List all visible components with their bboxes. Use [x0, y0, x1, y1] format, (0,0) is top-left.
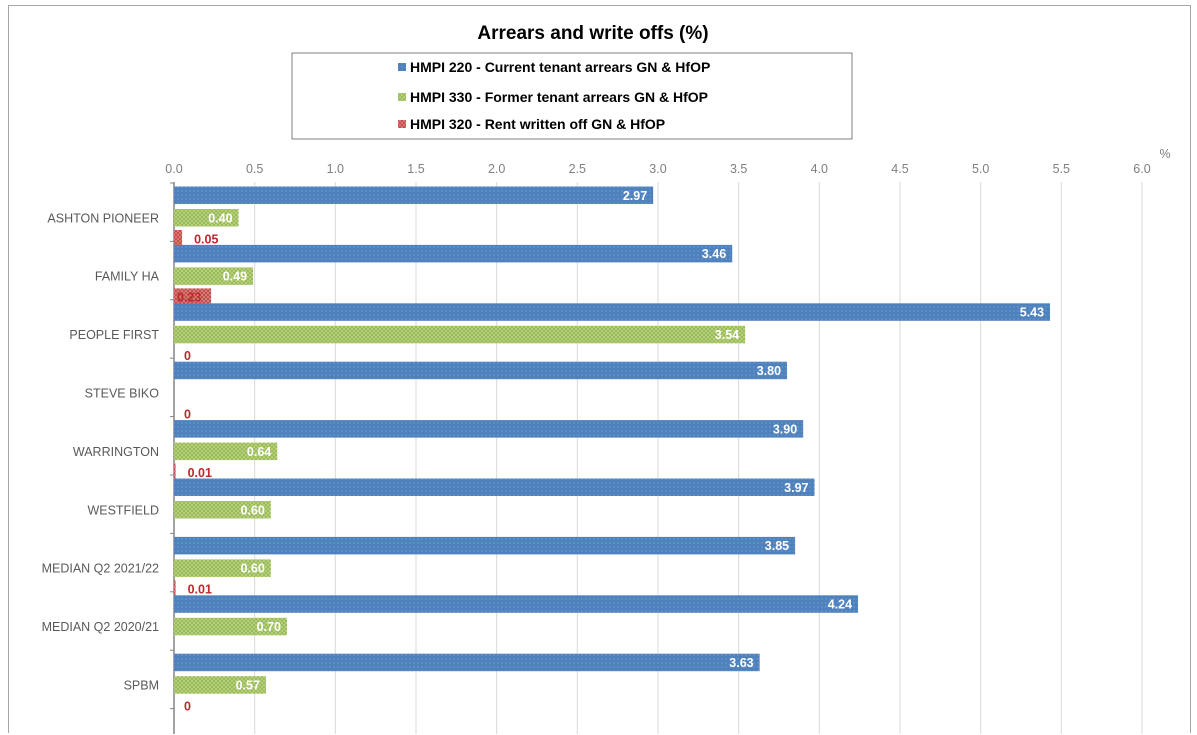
legend: HMPI 220 - Current tenant arrears GN & H… [291, 52, 853, 140]
data-label: 3.97 [784, 481, 808, 495]
bar-hmpi-330 [174, 501, 271, 519]
chart-frame: Arrears and write offs (%) HMPI 220 - Cu… [8, 5, 1191, 734]
chart-title: Arrears and write offs (%) [477, 23, 708, 44]
data-label: 5.43 [1020, 306, 1044, 320]
bar-hmpi-220 [174, 186, 654, 204]
data-label: 0.01 [188, 466, 212, 480]
bar-hmpi-320 [174, 288, 212, 306]
bar-hmpi-220 [174, 478, 815, 496]
category-label: SPBM [124, 678, 159, 692]
category-label: FAMILY HA [95, 270, 160, 284]
data-label: 3.46 [702, 247, 726, 261]
data-label: 3.90 [773, 422, 797, 436]
data-label: 0 [184, 349, 191, 363]
bar-hmpi-330 [174, 442, 278, 461]
category-label: WESTFIELD [87, 503, 159, 517]
category-label: WARRINGTON [73, 445, 159, 459]
bar-hmpi-320 [174, 230, 183, 248]
x-tick-label: 2.0 [488, 162, 505, 176]
x-tick-label: 5.5 [1053, 162, 1070, 176]
category-label: MEDIAN Q2 2020/21 [42, 620, 159, 634]
x-tick-label: 6.0 [1133, 162, 1150, 176]
bar-hmpi-220 [174, 653, 760, 672]
bar-chart: Arrears and write offs (%) HMPI 220 - Cu… [42, 23, 1171, 734]
bar-hmpi-320 [174, 463, 176, 482]
x-tick-label: 5.0 [972, 162, 989, 176]
data-label: 0.40 [208, 211, 232, 225]
data-label: 2.97 [623, 189, 647, 203]
data-label: 0.01 [188, 583, 212, 597]
bar-hmpi-220 [174, 595, 859, 613]
category-label: MEDIAN Q2 2021/22 [42, 562, 159, 576]
data-label: 0 [184, 699, 191, 713]
data-label: 3.80 [757, 364, 781, 378]
category-label: PEOPLE FIRST [69, 328, 159, 342]
data-label: 3.85 [765, 539, 789, 553]
bar-hmpi-330 [174, 676, 266, 694]
data-label: 0.49 [223, 270, 247, 284]
unit-label: % [1159, 147, 1170, 161]
category-label: STEVE BIKO [85, 386, 160, 400]
data-label: 0.70 [257, 620, 281, 634]
data-label: 0.64 [247, 445, 271, 459]
bar-hmpi-220 [174, 244, 733, 263]
data-label: 0.60 [240, 503, 264, 517]
legend-swatch-hmpi-330 [398, 93, 406, 101]
data-label: 0.57 [236, 678, 260, 692]
bar-hmpi-320 [174, 580, 176, 598]
data-label: 3.54 [715, 328, 739, 342]
x-tick-label: 0.0 [165, 162, 182, 176]
x-tick-label: 1.5 [407, 162, 424, 176]
legend-swatch-hmpi-320 [398, 120, 406, 128]
legend-label-hmpi-220: HMPI 220 - Current tenant arrears GN & H… [410, 59, 710, 75]
bar-hmpi-330 [174, 617, 287, 636]
x-tick-label: 4.5 [891, 162, 908, 176]
data-label: 3.63 [729, 656, 753, 670]
legend-label-hmpi-330: HMPI 330 - Former tenant arrears GN & Hf… [410, 89, 708, 105]
bar-hmpi-220 [174, 420, 804, 438]
legend-box [291, 52, 853, 140]
data-label: 0.05 [194, 232, 218, 246]
bar-hmpi-330 [174, 267, 254, 285]
bar-hmpi-330 [174, 209, 239, 227]
data-label: 0 [184, 407, 191, 421]
x-tick-label: 0.5 [246, 162, 263, 176]
data-label: 0.60 [240, 562, 264, 576]
legend-label-hmpi-320: HMPI 320 - Rent written off GN & HfOP [410, 116, 665, 132]
x-tick-label: 4.0 [811, 162, 828, 176]
x-tick-label: 2.5 [569, 162, 586, 176]
data-label: 4.24 [828, 598, 852, 612]
bar-hmpi-330 [174, 325, 746, 344]
x-tick-label: 1.0 [327, 162, 344, 176]
x-tick-label: 3.5 [730, 162, 747, 176]
data-label: 0.23 [177, 291, 201, 305]
category-label: ASHTON PIONEER [47, 211, 159, 225]
bar-hmpi-220 [174, 361, 788, 380]
bar-hmpi-220 [174, 303, 1051, 321]
bar-hmpi-220 [174, 536, 796, 555]
legend-swatch-hmpi-220 [398, 63, 406, 71]
x-tick-label: 3.0 [649, 162, 666, 176]
bar-hmpi-330 [174, 559, 271, 577]
